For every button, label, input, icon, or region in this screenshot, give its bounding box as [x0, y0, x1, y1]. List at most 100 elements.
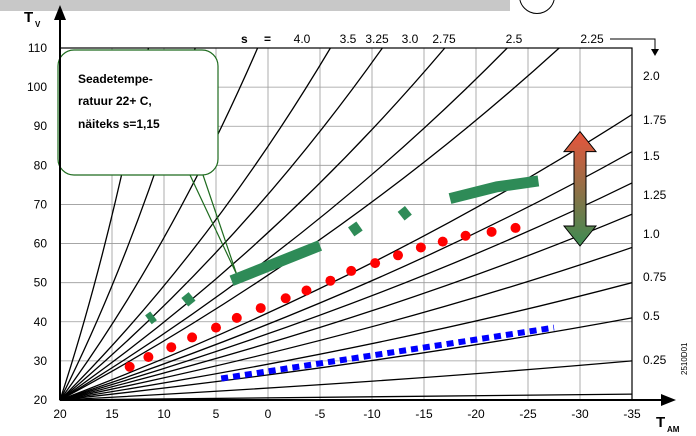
heating-curve	[60, 48, 560, 400]
x-tick-label: 15	[105, 407, 119, 421]
red-setpoint-dot	[346, 265, 357, 276]
heating-curves	[60, 48, 632, 400]
y-tick-label: 100	[27, 80, 47, 94]
y-tick-label: 80	[34, 158, 48, 172]
top-s-leader	[610, 38, 656, 50]
right-s-label: 2.0	[643, 69, 660, 83]
y-tick-label: 40	[34, 315, 48, 329]
callout-box	[57, 49, 219, 176]
red-setpoint-dot	[166, 342, 177, 353]
x-tick-label: -35	[623, 407, 641, 421]
x-tick-label: 10	[157, 407, 171, 421]
heating-curve	[60, 48, 383, 400]
right-s-label: 0.5	[643, 309, 660, 323]
callout: Seadetempe- ratuur 22+ C, näiteks s=1,15	[57, 49, 238, 275]
heating-curve	[60, 48, 508, 400]
top-s-label: 3.25	[365, 32, 389, 46]
x-tick-label: 20	[53, 407, 67, 421]
red-setpoint-dot	[393, 250, 403, 261]
red-setpoint-dot	[255, 303, 266, 314]
x-tick-label: 5	[213, 407, 220, 421]
heating-curve	[60, 151, 632, 400]
right-s-label: 0.75	[643, 270, 667, 284]
y-axis-title-subscript: V	[35, 20, 41, 29]
callout-line-2: ratuur 22+ C,	[78, 94, 152, 108]
x-tick-label: -25	[519, 407, 537, 421]
right-s-label: 1.0	[643, 227, 660, 241]
heating-curve	[60, 48, 259, 400]
s-label: s	[241, 32, 248, 46]
callout-line-3: näiteks s=1,15	[78, 117, 160, 131]
right-s-label: 1.5	[643, 149, 660, 163]
heating-curve	[60, 317, 632, 400]
axes: T V T AM	[24, 5, 680, 434]
heating-curve	[60, 113, 632, 400]
green-band-segment	[229, 240, 323, 286]
top-s-label: 4.0	[294, 32, 311, 46]
red-setpoint-dot	[460, 230, 471, 241]
slope-labels: s = 4.0 3.5 3.25 3.0 2.75 2.5 2.25 2.0 1.75 1.5 1.…	[241, 32, 667, 367]
green-band-segment	[397, 206, 412, 221]
top-s-leader-arrow	[651, 49, 659, 56]
x-tick-label: -15	[415, 407, 433, 421]
callout-pointer	[202, 174, 238, 275]
y-tick-label: 60	[34, 237, 48, 251]
red-setpoint-dot	[211, 322, 221, 333]
top-s-label: 3.5	[340, 32, 357, 46]
callout-pointer	[189, 174, 238, 275]
green-band-segment	[348, 221, 363, 237]
heating-curve	[60, 182, 632, 400]
red-setpoint-dot	[301, 285, 312, 296]
figure-code: 2510D01	[680, 342, 689, 375]
temperature-shift-arrow	[562, 130, 598, 247]
red-setpoint-dot	[280, 293, 291, 304]
red-setpoint-dot	[124, 361, 135, 372]
x-tick-label: -5	[315, 407, 326, 421]
x-tick-label: 0	[265, 407, 272, 421]
y-tick-label: 50	[34, 276, 48, 290]
heating-curve	[60, 48, 331, 400]
top-s-label: 2.25	[580, 32, 604, 46]
red-setpoint-dot	[231, 312, 242, 323]
y-tick-label: 90	[34, 119, 48, 133]
y-axis-arrow	[54, 5, 66, 20]
red-setpoint-dot	[143, 351, 154, 362]
red-setpoint-dot	[325, 275, 336, 286]
tick-labels: 20 15 10 5 0 -5 -10 -15 -20 -25 -30 -35203040506070…	[27, 41, 641, 421]
green-band-segment	[448, 175, 540, 204]
right-s-label: 1.75	[643, 113, 667, 127]
right-s-label: 0.25	[643, 353, 667, 367]
top-s-label: 2.75	[432, 32, 456, 46]
red-setpoint-dot	[415, 242, 426, 253]
heating-curve	[60, 48, 446, 400]
red-setpoint-dot	[437, 236, 448, 247]
x-tick-label: -10	[363, 407, 381, 421]
s-equals: =	[264, 32, 271, 46]
heating-curve	[60, 360, 632, 400]
heating-curve	[60, 282, 632, 400]
top-s-label: 2.5	[506, 32, 523, 46]
double-arrow-shape	[562, 130, 598, 247]
x-axis-title: T	[656, 414, 665, 431]
data-series	[124, 175, 555, 382]
callout-line-1: Seadetempe-	[78, 72, 153, 86]
red-setpoint-dot	[187, 332, 198, 343]
red-setpoint-dot	[370, 258, 381, 269]
right-s-label: 1.25	[643, 188, 667, 202]
heating-curve	[60, 246, 632, 400]
x-axis-title-subscript: AM	[667, 425, 680, 434]
red-setpoint-dot	[486, 226, 497, 237]
green-band-segment	[181, 292, 196, 307]
x-tick-label: -30	[571, 407, 589, 421]
header-bar	[0, 0, 510, 11]
x-axis-arrow	[661, 394, 676, 406]
y-tick-label: 70	[34, 197, 48, 211]
y-tick-label: 110	[28, 41, 47, 55]
y-tick-label: 20	[34, 393, 48, 407]
green-band-segment	[145, 311, 157, 325]
top-s-label: 3.0	[402, 32, 419, 46]
blue-dashed-line	[220, 324, 555, 382]
x-tick-label: -20	[467, 407, 485, 421]
heating-curve	[60, 213, 632, 400]
